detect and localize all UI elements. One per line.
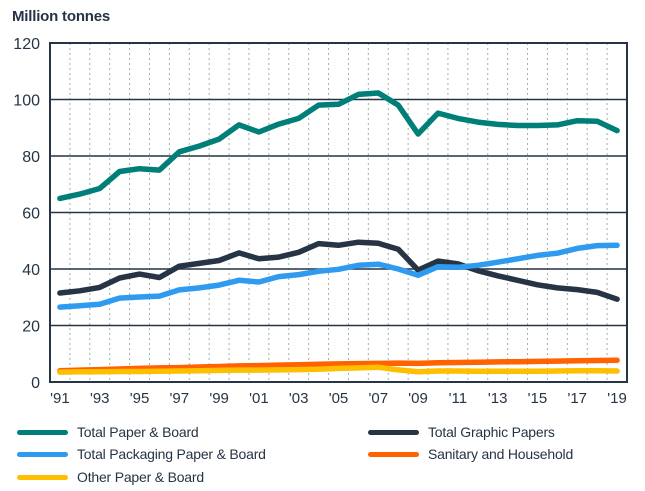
legend-swatch <box>17 429 68 435</box>
series-line-total-paper-board <box>57 90 620 202</box>
chart-legend: Total Paper & Board Total Graphic Papers… <box>0 420 645 491</box>
x-tick-label: '03 <box>289 390 309 407</box>
legend-label: Total Packaging Paper & Board <box>77 446 266 462</box>
y-axis-unit-label: Million tonnes <box>12 8 111 25</box>
x-tick-label: '07 <box>369 390 389 407</box>
series-line-total-packaging-paper-board <box>57 242 620 310</box>
x-tick-label: '97 <box>170 390 190 407</box>
x-tick-label: '17 <box>567 390 587 407</box>
x-tick-label: '01 <box>249 390 269 407</box>
y-tick-label: 60 <box>22 206 40 223</box>
y-tick-label: 80 <box>22 149 40 166</box>
x-tick-label: '05 <box>329 390 349 407</box>
legend-item-total-packaging: Total Packaging Paper & Board <box>17 444 266 464</box>
legend-swatch <box>368 451 419 457</box>
series-line-total-graphic-papers <box>57 239 620 302</box>
y-tick-label: 100 <box>13 93 40 110</box>
plot-frame <box>49 42 628 383</box>
legend-item-total-paper-board: Total Paper & Board <box>17 422 199 442</box>
y-tick-label: 120 <box>13 36 40 53</box>
series-line-sanitary-and-household <box>57 357 620 374</box>
x-tick-label: '99 <box>209 390 229 407</box>
x-tick-label: '95 <box>130 390 150 407</box>
x-tick-label: '13 <box>488 390 508 407</box>
horizontal-gridlines <box>50 42 627 383</box>
y-axis-ticks: 0 20 40 60 80 100 120 <box>13 36 40 392</box>
legend-label: Other Paper & Board <box>77 469 204 485</box>
legend-swatch <box>17 474 68 480</box>
legend-label: Total Graphic Papers <box>428 424 555 440</box>
x-axis-ticks: '91 '93 '95 '97 '99 '01 '03 '05 '07 '09 '11 '13 '15 '… <box>50 390 627 407</box>
legend-swatch <box>17 451 68 457</box>
legend-swatch <box>368 429 419 435</box>
legend-item-sanitary-household: Sanitary and Household <box>368 444 573 464</box>
series-line-other-paper-board <box>57 364 620 375</box>
legend-label: Total Paper & Board <box>77 424 199 440</box>
legend-label: Sanitary and Household <box>428 446 574 462</box>
x-tick-label: '91 <box>50 390 70 407</box>
legend-item-other-paper-board: Other Paper & Board <box>17 467 204 487</box>
y-tick-label: 0 <box>31 375 40 392</box>
x-tick-label: '09 <box>408 390 428 407</box>
line-chart: 0 20 40 60 80 100 120 '91 '93 '95 '97 '99 '01 '03 '05… <box>13 36 628 407</box>
series-lines <box>57 90 620 375</box>
x-tick-label: '19 <box>607 390 627 407</box>
x-tick-label: '15 <box>528 390 548 407</box>
legend-item-total-graphic-papers: Total Graphic Papers <box>368 422 555 442</box>
x-tick-label: '11 <box>449 390 467 407</box>
x-tick-label: '93 <box>90 390 110 407</box>
y-tick-label: 20 <box>22 319 40 336</box>
y-tick-label: 40 <box>22 262 40 279</box>
